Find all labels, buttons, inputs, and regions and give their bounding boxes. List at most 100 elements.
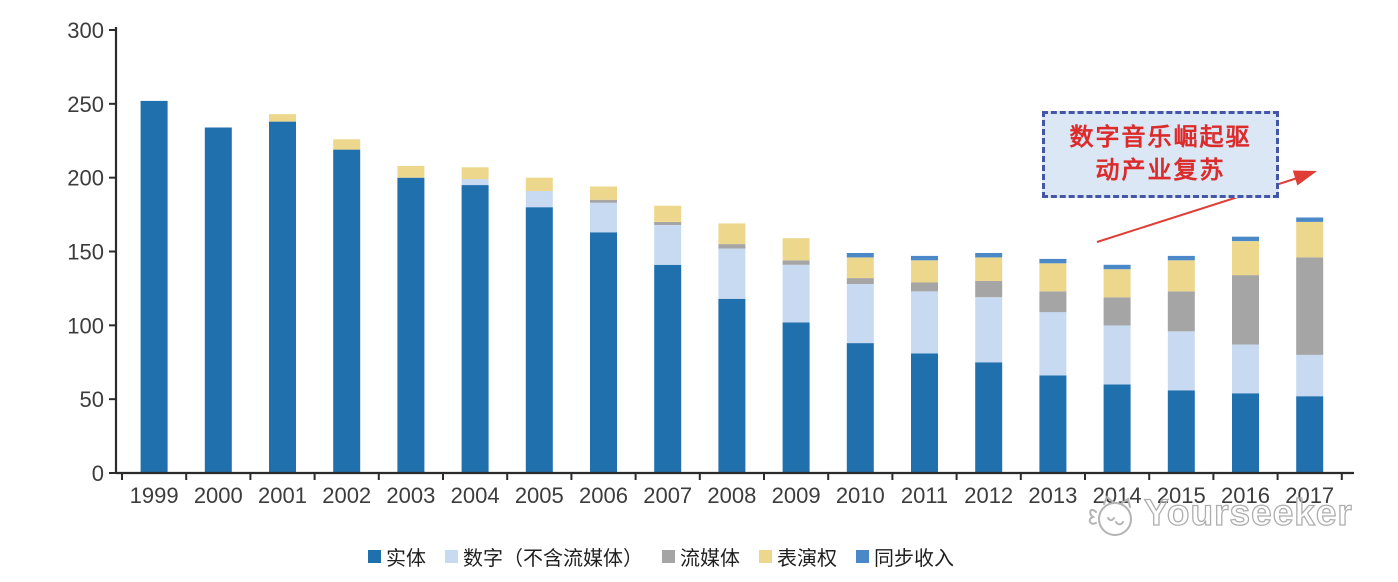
bar-streaming-2006: [590, 199, 617, 203]
bar-physical-2002: [333, 149, 361, 473]
legend-label-physical: 实体: [386, 548, 426, 570]
bar-digital-excl-streaming-2016: [1232, 344, 1259, 394]
bar-performance-rights-2008: [718, 223, 746, 245]
bar-digital-excl-streaming-2006: [590, 202, 617, 233]
bar-physical-2012: [975, 362, 1003, 474]
x-axis-label-2013: 2013: [1028, 483, 1077, 508]
bar-physical-2008: [718, 298, 746, 473]
bar-physical-2000: [204, 127, 232, 473]
x-axis-label-1999: 1999: [130, 483, 179, 508]
x-axis-label-2007: 2007: [643, 483, 692, 508]
bar-digital-excl-streaming-2011: [911, 291, 938, 354]
bar-sync-revenue-2015: [1167, 255, 1195, 261]
legend-label-streaming: 流媒体: [680, 548, 740, 570]
x-axis-label-2004: 2004: [451, 483, 500, 508]
bar-digital-excl-streaming-2009: [782, 264, 810, 323]
x-axis-label-2011: 2011: [901, 483, 948, 508]
legend-swatch-sync-revenue: [856, 550, 869, 563]
bar-digital-excl-streaming-2007: [654, 224, 682, 265]
x-axis-label-2001: 2001: [258, 483, 307, 508]
bar-performance-rights-2002: [333, 139, 361, 150]
bar-streaming-2011: [911, 282, 938, 292]
bar-performance-rights-2009: [782, 238, 810, 261]
bar-physical-2005: [525, 207, 553, 473]
x-axis-label-2006: 2006: [579, 483, 628, 508]
x-axis-label-2016: 2016: [1221, 483, 1270, 508]
y-axis-tick-label: 250: [67, 92, 104, 117]
y-axis-tick-label: 0: [92, 461, 104, 486]
bar-streaming-2017: [1296, 257, 1324, 355]
bar-digital-excl-streaming-2010: [846, 284, 874, 344]
legend-item-performance-rights: 表演权: [759, 542, 837, 571]
bar-physical-2010: [846, 343, 874, 473]
bar-sync-revenue-2016: [1232, 236, 1259, 242]
annotation-callout: 数字音乐崛起驱 动产业复苏: [1042, 111, 1279, 198]
legend-item-physical: 实体: [368, 542, 426, 571]
y-axis-tick-label: 300: [67, 18, 104, 43]
bar-streaming-2008: [718, 244, 746, 249]
bar-digital-excl-streaming-2013: [1039, 312, 1067, 376]
legend-swatch-digital-excl-streaming: [445, 550, 458, 563]
bar-performance-rights-2005: [525, 177, 553, 191]
bar-performance-rights-2011: [911, 260, 938, 283]
bar-performance-rights-2014: [1103, 269, 1131, 298]
x-axis-label-2003: 2003: [386, 483, 435, 508]
y-axis-tick-label: 150: [67, 240, 104, 265]
legend-label-performance-rights: 表演权: [777, 548, 837, 570]
bar-digital-excl-streaming-2008: [718, 248, 746, 299]
bar-performance-rights-2007: [654, 205, 682, 222]
x-axis-label-2010: 2010: [836, 483, 885, 508]
bar-performance-rights-2010: [846, 257, 874, 279]
bar-physical-2015: [1167, 390, 1195, 473]
legend-item-sync-revenue: 同步收入: [856, 542, 954, 571]
chart-legend: 实体 数字（不含流媒体） 流媒体 表演权 同步收入: [368, 542, 954, 571]
annotation-line-2: 动产业复苏: [1095, 157, 1226, 184]
legend-swatch-performance-rights: [759, 550, 772, 563]
bar-sync-revenue-2012: [975, 253, 1003, 258]
bar-physical-2009: [782, 322, 810, 473]
bar-physical-2014: [1103, 384, 1131, 473]
x-axis-label-2015: 2015: [1157, 483, 1206, 508]
bar-performance-rights-2001: [269, 114, 296, 122]
bar-performance-rights-2006: [590, 186, 617, 200]
bar-streaming-2010: [846, 278, 874, 284]
bar-physical-2013: [1039, 375, 1067, 473]
bar-streaming-2016: [1232, 275, 1259, 345]
bar-streaming-2014: [1103, 297, 1131, 326]
bar-digital-excl-streaming-2015: [1167, 331, 1195, 391]
bar-physical-2004: [461, 185, 489, 473]
bar-performance-rights-2012: [975, 257, 1003, 281]
x-axis-label-2014: 2014: [1093, 483, 1142, 508]
bar-physical-2003: [397, 177, 425, 473]
annotation-line-1: 数字音乐崛起驱: [1069, 124, 1252, 151]
x-axis-label-2009: 2009: [772, 483, 821, 508]
bar-digital-excl-streaming-2017: [1296, 354, 1324, 397]
legend-swatch-physical: [368, 550, 381, 563]
bar-physical-2007: [654, 264, 682, 473]
legend-swatch-streaming: [662, 550, 675, 563]
bar-sync-revenue-2014: [1103, 264, 1131, 270]
bar-physical-2001: [269, 121, 296, 473]
bar-performance-rights-2016: [1232, 241, 1259, 276]
bar-streaming-2013: [1039, 291, 1067, 313]
legend-item-digital-excl-streaming: 数字（不含流媒体）: [445, 542, 643, 571]
bar-digital-excl-streaming-2004: [461, 179, 489, 185]
bar-digital-excl-streaming-2014: [1103, 325, 1131, 385]
bar-digital-excl-streaming-2005: [525, 191, 553, 208]
bar-physical-2006: [590, 232, 617, 473]
bar-sync-revenue-2017: [1296, 217, 1324, 222]
y-axis-tick-label: 100: [67, 313, 104, 338]
bar-streaming-2007: [654, 222, 682, 225]
bar-performance-rights-2013: [1039, 263, 1067, 292]
x-axis-label-2012: 2012: [964, 483, 1013, 508]
x-axis-label-2000: 2000: [194, 483, 243, 508]
legend-label-sync-revenue: 同步收入: [874, 548, 954, 570]
bar-physical-2016: [1232, 393, 1259, 473]
y-axis-tick-label: 200: [67, 166, 104, 191]
bar-streaming-2012: [975, 281, 1003, 298]
bar-streaming-2015: [1167, 291, 1195, 332]
y-axis-tick-label: 50: [80, 387, 104, 412]
bar-performance-rights-2015: [1167, 260, 1195, 292]
